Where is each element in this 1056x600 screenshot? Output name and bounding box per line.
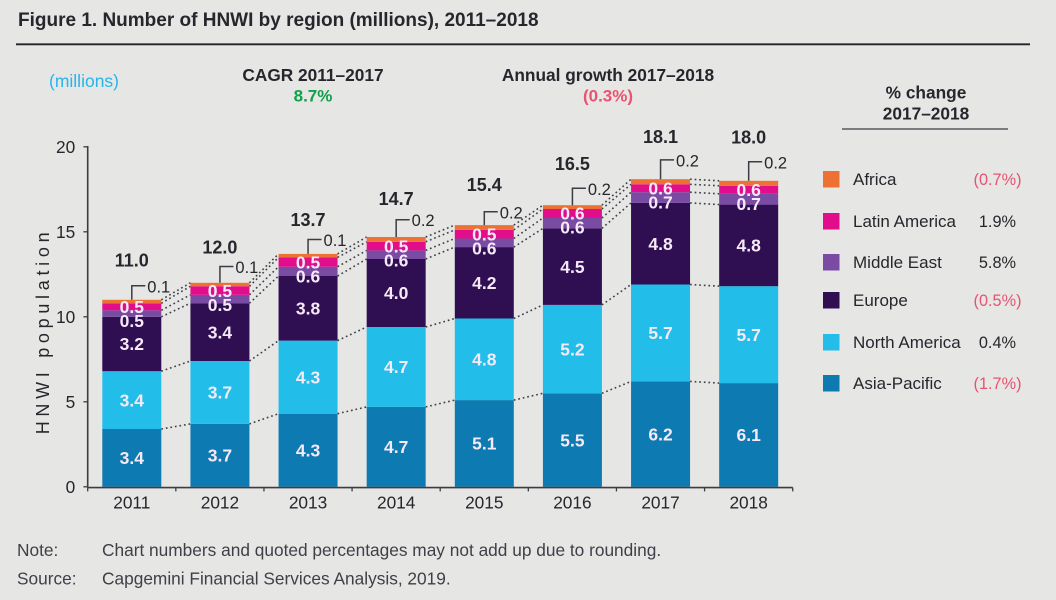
svg-text:3.7: 3.7: [208, 383, 232, 403]
svg-text:4.2: 4.2: [472, 273, 497, 293]
svg-text:(0.7%): (0.7%): [974, 171, 1022, 189]
svg-text:2013: 2013: [289, 493, 327, 513]
svg-text:14.7: 14.7: [379, 189, 414, 209]
svg-text:0.2: 0.2: [676, 152, 699, 170]
svg-text:0.6: 0.6: [737, 180, 762, 200]
svg-text:0.6: 0.6: [560, 218, 585, 238]
svg-text:2017–2018: 2017–2018: [883, 104, 970, 124]
svg-text:0.6: 0.6: [472, 238, 497, 258]
svg-text:0.5: 0.5: [208, 281, 233, 301]
svg-text:3.8: 3.8: [296, 299, 321, 319]
svg-text:2017: 2017: [641, 493, 679, 513]
svg-text:0.5: 0.5: [384, 236, 409, 256]
svg-text:0.7: 0.7: [737, 194, 761, 214]
svg-text:0.2: 0.2: [412, 212, 435, 230]
svg-text:Source:: Source:: [17, 569, 77, 589]
svg-text:0.5: 0.5: [208, 295, 233, 315]
svg-text:Middle East: Middle East: [853, 253, 942, 272]
svg-text:Africa: Africa: [853, 170, 897, 189]
svg-text:(millions): (millions): [49, 71, 119, 91]
svg-text:2015: 2015: [465, 493, 503, 513]
svg-text:0.5: 0.5: [120, 311, 145, 331]
svg-text:2016: 2016: [553, 493, 591, 513]
svg-text:North America: North America: [853, 333, 961, 352]
svg-text:4.8: 4.8: [737, 236, 762, 256]
svg-text:0.1: 0.1: [235, 259, 258, 277]
svg-text:8.7%: 8.7%: [294, 87, 333, 106]
svg-text:0.7: 0.7: [648, 192, 672, 212]
svg-text:2011: 2011: [113, 493, 150, 513]
svg-text:20: 20: [56, 137, 75, 157]
svg-text:5.7: 5.7: [737, 325, 761, 345]
svg-text:0.6: 0.6: [560, 204, 585, 224]
svg-text:0: 0: [66, 477, 76, 497]
svg-text:0.5: 0.5: [296, 252, 321, 272]
svg-text:10: 10: [56, 307, 75, 327]
svg-text:15: 15: [56, 222, 75, 242]
svg-text:4.7: 4.7: [384, 437, 408, 457]
svg-text:0.2: 0.2: [764, 154, 787, 172]
svg-text:(0.3%): (0.3%): [583, 87, 633, 106]
svg-text:4.3: 4.3: [296, 440, 321, 460]
svg-text:3.4: 3.4: [208, 322, 233, 342]
svg-text:5.8%: 5.8%: [979, 254, 1016, 272]
svg-text:11.0: 11.0: [115, 251, 149, 271]
svg-text:6.2: 6.2: [648, 424, 673, 444]
svg-text:12.0: 12.0: [202, 237, 237, 257]
svg-text:Figure 1. Number of HNWI by re: Figure 1. Number of HNWI by region (mill…: [18, 10, 539, 31]
svg-text:% change: % change: [886, 83, 967, 103]
svg-text:Asia-Pacific: Asia-Pacific: [853, 374, 942, 393]
svg-text:0.2: 0.2: [588, 181, 611, 199]
svg-text:0.6: 0.6: [648, 178, 673, 198]
svg-text:18.0: 18.0: [731, 127, 766, 147]
svg-text:5.7: 5.7: [648, 323, 672, 343]
svg-text:0.1: 0.1: [324, 232, 347, 250]
svg-text:3.2: 3.2: [120, 334, 145, 354]
svg-text:15.4: 15.4: [467, 175, 502, 195]
svg-text:2014: 2014: [377, 493, 416, 513]
svg-text:0.5: 0.5: [120, 297, 145, 317]
svg-text:Europe: Europe: [853, 291, 908, 310]
svg-text:Annual growth 2017–2018: Annual growth 2017–2018: [502, 65, 715, 85]
svg-text:16.5: 16.5: [555, 154, 590, 174]
svg-text:4.5: 4.5: [560, 257, 585, 277]
svg-text:HNWI population: HNWI population: [33, 228, 53, 435]
svg-text:Latin America: Latin America: [853, 212, 957, 231]
svg-text:5.2: 5.2: [560, 339, 585, 359]
svg-text:18.1: 18.1: [643, 127, 678, 147]
svg-text:Capgemini Financial Services A: Capgemini Financial Services Analysis, 2…: [102, 569, 451, 589]
svg-text:0.2: 0.2: [500, 204, 523, 222]
svg-text:(1.7%): (1.7%): [974, 375, 1022, 393]
svg-text:4.0: 4.0: [384, 283, 409, 303]
svg-text:5.5: 5.5: [560, 430, 585, 450]
svg-text:Note:: Note:: [17, 540, 58, 560]
svg-text:Chart numbers and quoted perce: Chart numbers and quoted percentages may…: [102, 540, 661, 560]
svg-text:2018: 2018: [729, 493, 767, 513]
svg-text:6.1: 6.1: [737, 425, 762, 445]
svg-text:4.7: 4.7: [384, 357, 408, 377]
svg-text:0.4%: 0.4%: [979, 334, 1016, 352]
svg-text:13.7: 13.7: [291, 210, 326, 230]
svg-text:0.5: 0.5: [472, 224, 497, 244]
svg-text:4.8: 4.8: [648, 234, 673, 254]
svg-text:4.8: 4.8: [472, 350, 497, 370]
svg-text:CAGR 2011–2017: CAGR 2011–2017: [242, 65, 383, 85]
svg-text:0.6: 0.6: [296, 266, 321, 286]
svg-text:3.4: 3.4: [120, 390, 145, 410]
svg-text:3.7: 3.7: [208, 446, 232, 466]
svg-text:2012: 2012: [201, 493, 239, 513]
svg-text:5: 5: [66, 392, 76, 412]
svg-text:0.1: 0.1: [147, 278, 170, 296]
svg-text:0.6: 0.6: [384, 250, 409, 270]
svg-text:(0.5%): (0.5%): [974, 292, 1022, 310]
svg-text:3.4: 3.4: [120, 448, 145, 468]
svg-text:1.9%: 1.9%: [979, 213, 1016, 231]
svg-text:4.3: 4.3: [296, 367, 321, 387]
svg-text:5.1: 5.1: [472, 434, 497, 454]
